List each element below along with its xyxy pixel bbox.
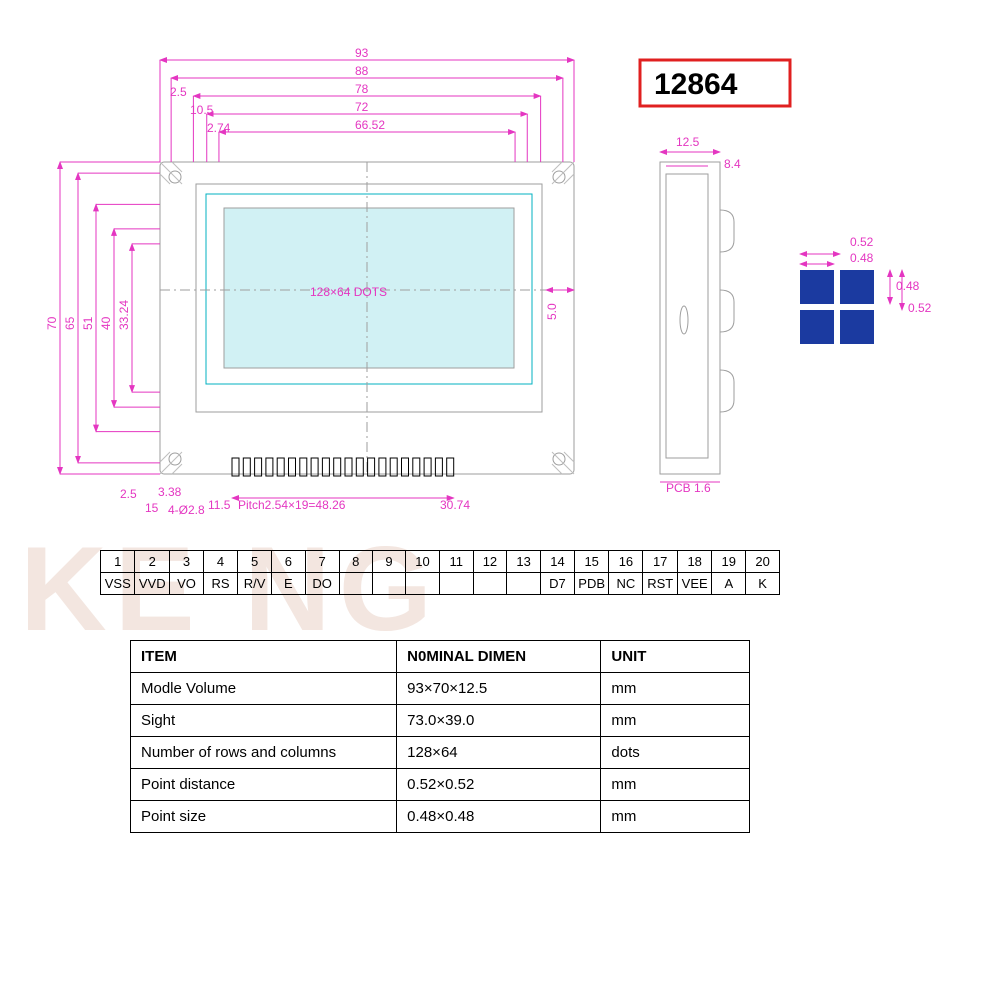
svg-text:8.4: 8.4 <box>724 157 741 171</box>
svg-text:Pitch2.54×19=48.26: Pitch2.54×19=48.26 <box>238 498 346 512</box>
pin-number: 14 <box>541 551 575 573</box>
pinout-table: 1234567891011121314151617181920 VSSVVDVO… <box>100 550 780 595</box>
pin-number: 16 <box>609 551 643 573</box>
pin-number: 8 <box>339 551 372 573</box>
svg-text:2.74: 2.74 <box>207 121 231 135</box>
svg-text:15: 15 <box>145 501 159 515</box>
display-label: 128×64 DOTS <box>310 285 387 299</box>
pin-label: D7 <box>541 573 575 595</box>
pin-label: RS <box>204 573 238 595</box>
pin-label <box>339 573 372 595</box>
pin-number: 4 <box>204 551 238 573</box>
pin-number: 6 <box>272 551 305 573</box>
pin-label: RST <box>643 573 677 595</box>
pin-number: 19 <box>712 551 746 573</box>
pin-label <box>507 573 541 595</box>
svg-text:40: 40 <box>99 316 113 330</box>
pin-label <box>439 573 473 595</box>
pin-number: 5 <box>238 551 272 573</box>
pin-label: A <box>712 573 746 595</box>
svg-text:65: 65 <box>63 316 77 330</box>
pin-number: 13 <box>507 551 541 573</box>
spec-header: UNIT <box>601 641 750 673</box>
spec-table: ITEMN0MINAL DIMENUNIT Modle Volume93×70×… <box>130 640 750 833</box>
pixel-detail: 0.52 0.48 0.48 0.52 <box>800 235 932 344</box>
spec-row: Point size0.48×0.48mm <box>131 801 750 833</box>
mechanical-drawing: 128×64 DOTS Pitch2.54×19=48.26 30.74 11.… <box>0 0 1000 560</box>
side-view: 12.5 8.4 PCB 1.6 <box>660 135 741 495</box>
spec-row: Sight73.0×39.0mm <box>131 705 750 737</box>
pin-label: VEE <box>677 573 711 595</box>
svg-text:PCB 1.6: PCB 1.6 <box>666 481 711 495</box>
svg-text:10.5: 10.5 <box>190 103 214 117</box>
pin-label: NC <box>609 573 643 595</box>
pin-number: 18 <box>677 551 711 573</box>
pin-label: DO <box>305 573 339 595</box>
pin-label: VSS <box>101 573 135 595</box>
svg-text:88: 88 <box>355 64 369 78</box>
svg-text:0.52: 0.52 <box>850 235 874 249</box>
svg-text:11.5: 11.5 <box>208 498 231 512</box>
pin-number: 2 <box>135 551 170 573</box>
pin-number: 15 <box>574 551 609 573</box>
svg-text:0.48: 0.48 <box>850 251 874 265</box>
svg-text:78: 78 <box>355 82 369 96</box>
svg-text:93: 93 <box>355 46 369 60</box>
part-number: 12864 <box>654 68 738 101</box>
spec-header: N0MINAL DIMEN <box>397 641 601 673</box>
pin-label: VVD <box>135 573 170 595</box>
spec-row: Point distance0.52×0.52mm <box>131 769 750 801</box>
pin-label: VO <box>170 573 204 595</box>
svg-text:30.74: 30.74 <box>440 498 470 512</box>
spec-row: Number of rows and columns128×64dots <box>131 737 750 769</box>
pin-number: 7 <box>305 551 339 573</box>
pin-number: 10 <box>406 551 440 573</box>
pin-number: 20 <box>746 551 780 573</box>
pin-label: R/V <box>238 573 272 595</box>
svg-text:66.52: 66.52 <box>355 118 385 132</box>
svg-text:12.5: 12.5 <box>676 135 700 149</box>
pin-number: 3 <box>170 551 204 573</box>
svg-text:2.5: 2.5 <box>170 85 187 99</box>
svg-text:4-Ø2.8: 4-Ø2.8 <box>168 503 205 517</box>
pin-number: 17 <box>643 551 677 573</box>
pin-label: E <box>272 573 305 595</box>
pin-label: PDB <box>574 573 609 595</box>
pin-label <box>406 573 440 595</box>
svg-text:0.52: 0.52 <box>908 301 932 315</box>
pin-number: 1 <box>101 551 135 573</box>
svg-text:33.24: 33.24 <box>117 300 131 330</box>
pin-label <box>473 573 507 595</box>
svg-text:2.5: 2.5 <box>120 487 137 501</box>
pin-label <box>372 573 405 595</box>
spec-header: ITEM <box>131 641 397 673</box>
svg-text:0.48: 0.48 <box>896 279 920 293</box>
svg-text:72: 72 <box>355 100 369 114</box>
svg-text:51: 51 <box>81 316 95 330</box>
pin-number: 12 <box>473 551 507 573</box>
spec-row: Modle Volume93×70×12.5mm <box>131 673 750 705</box>
pin-label: K <box>746 573 780 595</box>
svg-text:70: 70 <box>45 316 59 330</box>
svg-text:5.0: 5.0 <box>545 303 559 320</box>
svg-text:3.38: 3.38 <box>158 485 182 499</box>
pin-number: 9 <box>372 551 405 573</box>
pin-number: 11 <box>439 551 473 573</box>
